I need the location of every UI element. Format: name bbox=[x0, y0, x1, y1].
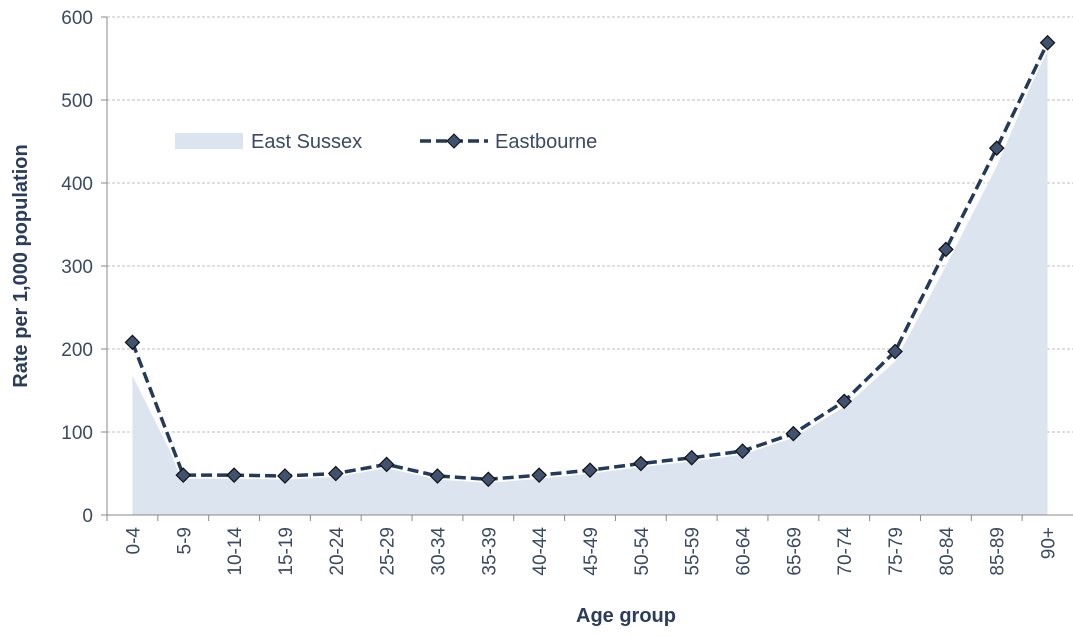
x-tick-label: 45-49 bbox=[581, 527, 602, 576]
x-tick-label: 0-4 bbox=[123, 527, 144, 555]
x-tick-label: 35-39 bbox=[479, 527, 500, 576]
y-tick-label: 100 bbox=[61, 423, 93, 444]
x-tick-label: 10-14 bbox=[225, 527, 246, 576]
marker bbox=[124, 334, 141, 351]
y-tick-label: 400 bbox=[61, 174, 93, 195]
x-tick-label: 60-64 bbox=[734, 527, 755, 576]
y-tick-label: 300 bbox=[61, 257, 93, 278]
marker bbox=[277, 468, 293, 484]
area bbox=[132, 46, 1048, 516]
y-tick-label: 0 bbox=[82, 506, 93, 527]
y-tick-label: 600 bbox=[61, 8, 93, 29]
x-tick-label: 80-84 bbox=[937, 527, 958, 576]
x-tick-label: 85-89 bbox=[988, 527, 1009, 576]
marker bbox=[632, 455, 649, 472]
marker bbox=[734, 443, 751, 459]
marker bbox=[480, 471, 497, 488]
x-tick-label: 70-74 bbox=[835, 527, 856, 576]
x-tick-label: 55-59 bbox=[683, 527, 704, 576]
x-tick-label: 25-29 bbox=[378, 527, 399, 576]
x-tick-label: 90+ bbox=[1039, 527, 1060, 559]
x-tick-label: 75-79 bbox=[886, 527, 907, 576]
legend-label: East Sussex bbox=[251, 131, 362, 153]
marker bbox=[429, 468, 446, 484]
x-tick-label: 5-9 bbox=[174, 527, 195, 554]
x-tick-label: 20-24 bbox=[327, 527, 348, 576]
marker bbox=[785, 425, 802, 442]
legend-swatch bbox=[446, 133, 462, 149]
x-axis-title: Age group bbox=[576, 605, 676, 627]
y-axis-title: Rate per 1,000 population bbox=[10, 144, 32, 387]
x-tick-label: 40-44 bbox=[530, 527, 551, 576]
marker bbox=[938, 241, 954, 258]
marker bbox=[327, 465, 344, 482]
x-tick-label: 65-69 bbox=[784, 527, 805, 576]
marker bbox=[988, 140, 1005, 156]
legend-swatch bbox=[175, 133, 243, 149]
marker bbox=[582, 462, 598, 479]
marker bbox=[887, 343, 903, 360]
x-tick-label: 15-19 bbox=[276, 527, 297, 576]
marker bbox=[531, 467, 548, 484]
marker bbox=[836, 393, 853, 410]
marker bbox=[226, 467, 242, 484]
y-tick-label: 200 bbox=[61, 340, 93, 361]
marker bbox=[683, 449, 700, 466]
x-tick-label: 30-34 bbox=[428, 527, 449, 576]
y-tick-label: 500 bbox=[61, 91, 93, 112]
legend-label: Eastbourne bbox=[495, 131, 597, 153]
x-tick-label: 50-54 bbox=[632, 527, 653, 576]
marker bbox=[378, 456, 395, 473]
marker bbox=[175, 467, 192, 484]
marker bbox=[1039, 34, 1056, 51]
